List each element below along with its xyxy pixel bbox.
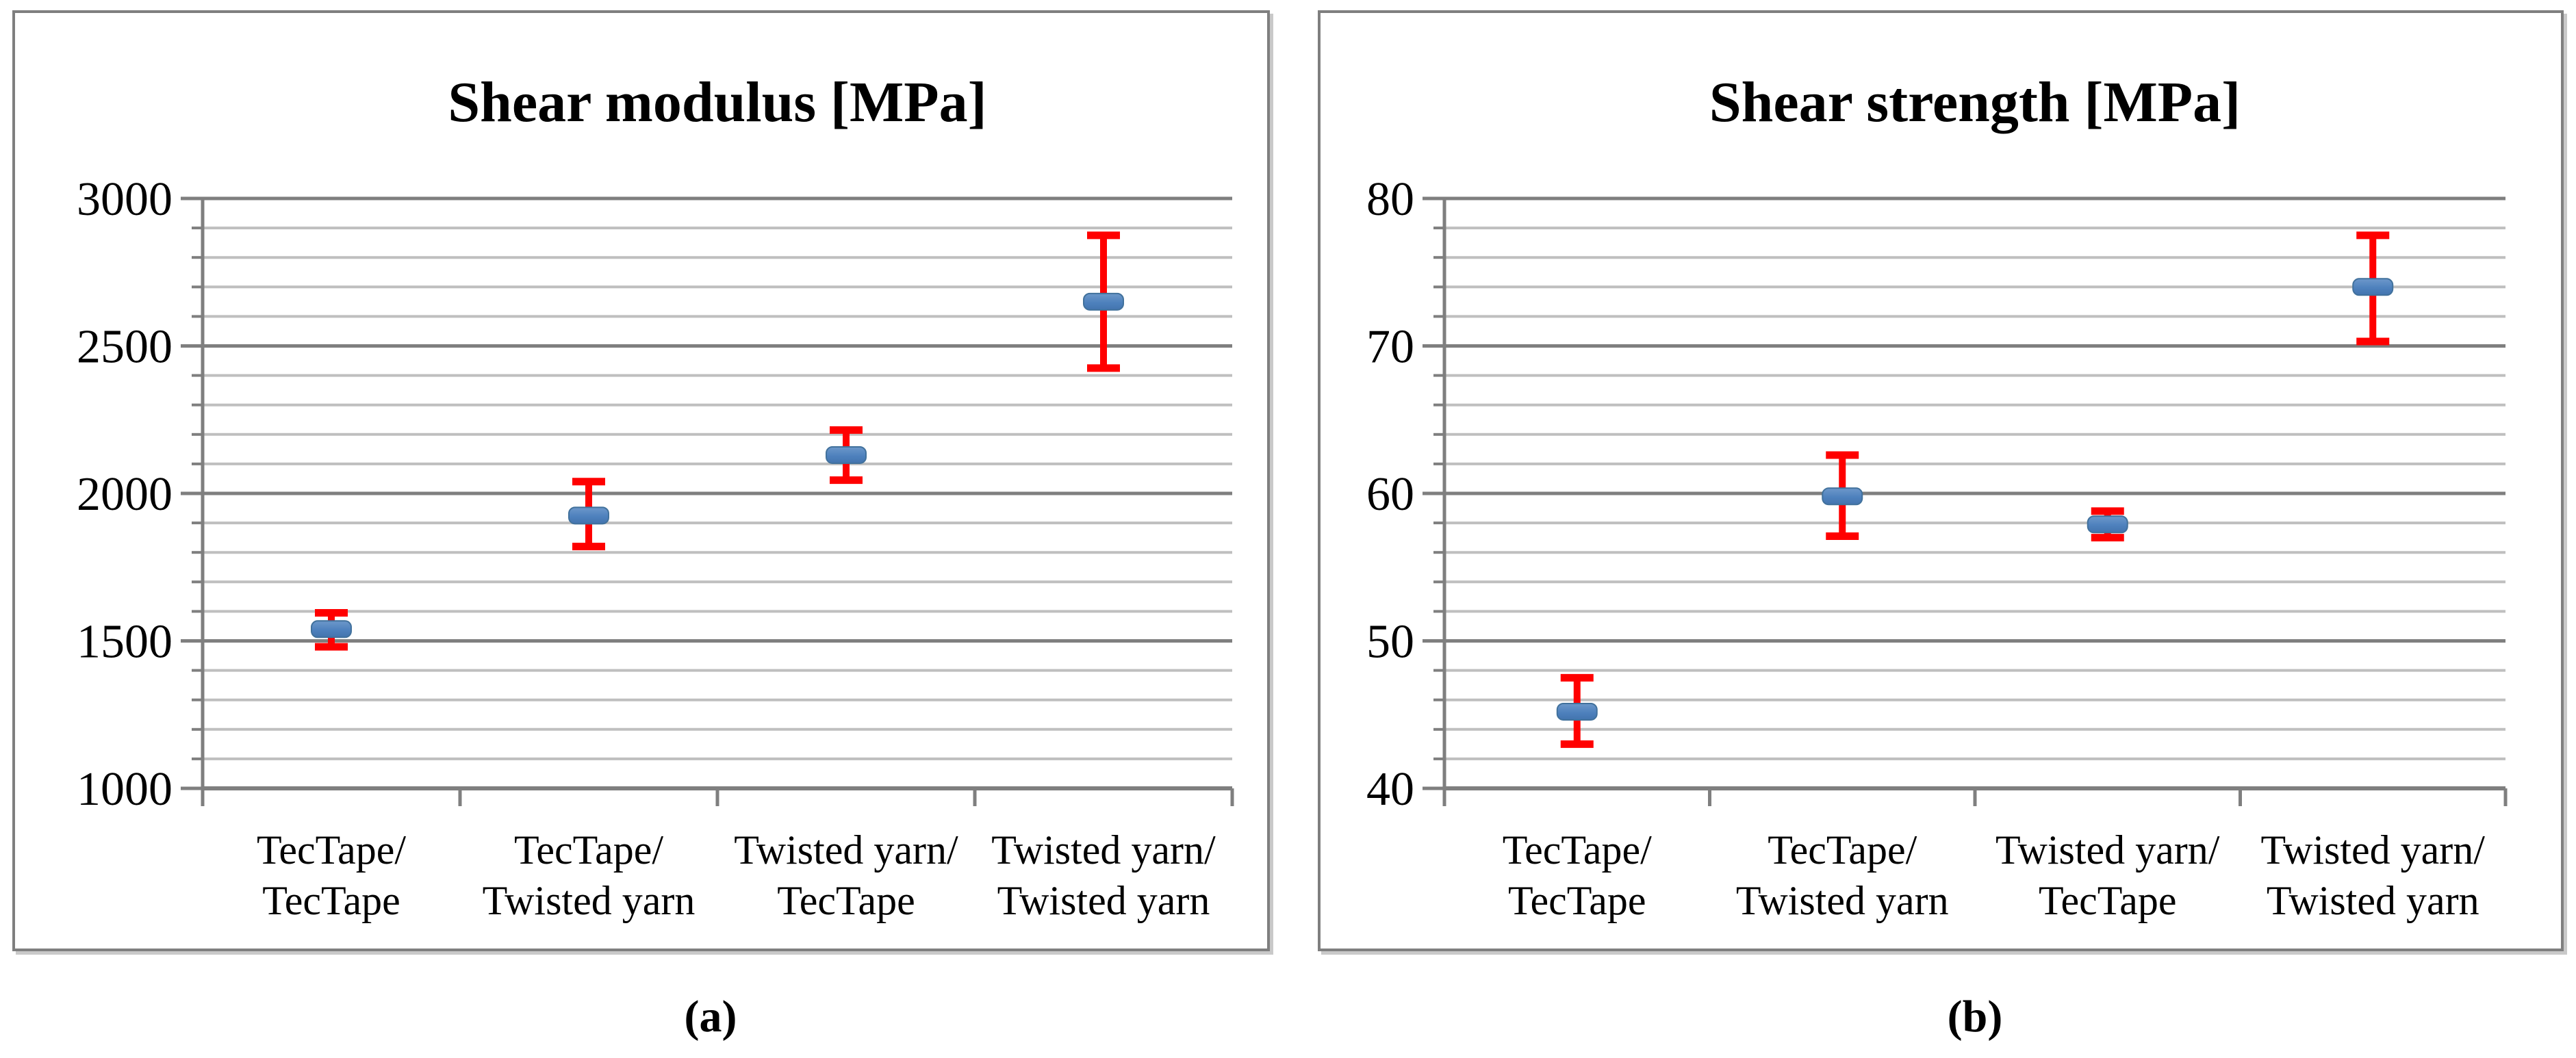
y-tick-label: 40 [1366, 763, 1414, 816]
data-point-marker [568, 506, 609, 525]
y-tick-label: 1000 [77, 763, 173, 816]
category-label-line2: TecTape [262, 878, 400, 923]
shear-modulus-chart: 1000 1500 2000 2500 3000 Shear modulus [MPa] T… [77, 70, 1234, 923]
y-tick-label: 70 [1366, 321, 1414, 374]
category-label-line2: Twisted yarn [483, 878, 696, 923]
y-tick-label: 2000 [77, 468, 173, 521]
data-point-marker [311, 620, 352, 638]
data-point-marker [2352, 278, 2394, 296]
category-label-line1: Twisted yarn/ [991, 827, 1216, 873]
y-tick-label: 50 [1366, 616, 1414, 669]
subfigure-caption-a: (a) [684, 992, 737, 1042]
subfigure-caption-b: (b) [1947, 992, 2003, 1042]
category-label-line2: Twisted yarn [2267, 878, 2479, 923]
category-label-line1: Twisted yarn/ [2261, 827, 2486, 873]
category-label-line2: Twisted yarn [997, 878, 1210, 923]
data-point-marker [2087, 515, 2128, 534]
category-label-line2: TecTape [2039, 878, 2176, 923]
data-point-marker [1556, 702, 1598, 721]
data-point-marker [1083, 292, 1124, 311]
y-tick-label: 2500 [77, 321, 173, 374]
shear-strength-chart: 40 50 60 70 80 Shear strength [MPa] TecTape/Te… [1366, 70, 2508, 923]
data-point-marker [1822, 487, 1863, 506]
category-label-line2: Twisted yarn [1736, 878, 1949, 923]
category-label-line1: Twisted yarn/ [734, 827, 958, 873]
category-label-line2: TecTape [1508, 878, 1646, 923]
chart-panel-b: 40 50 60 70 80 Shear strength [MPa] TecTape/Te… [1318, 10, 2564, 951]
data-point-marker [826, 446, 867, 464]
category-label-line1: TecTape/ [1503, 827, 1652, 873]
category-label-line1: Twisted yarn/ [1995, 827, 2220, 873]
chart-panel-a: 1000 1500 2000 2500 3000 Shear modulus [MPa] T… [12, 10, 1270, 951]
category-label-line1: TecTape/ [514, 827, 663, 873]
category-label-line1: TecTape/ [257, 827, 406, 873]
category-label-line2: TecTape [777, 878, 915, 923]
y-tick-label: 3000 [77, 173, 173, 226]
y-tick-label: 1500 [77, 616, 173, 669]
chart-title: Shear modulus [MPa] [448, 70, 986, 134]
y-tick-label: 60 [1366, 468, 1414, 521]
category-label-line1: TecTape/ [1768, 827, 1917, 873]
y-tick-label: 80 [1366, 173, 1414, 226]
chart-title: Shear strength [MPa] [1709, 70, 2241, 134]
